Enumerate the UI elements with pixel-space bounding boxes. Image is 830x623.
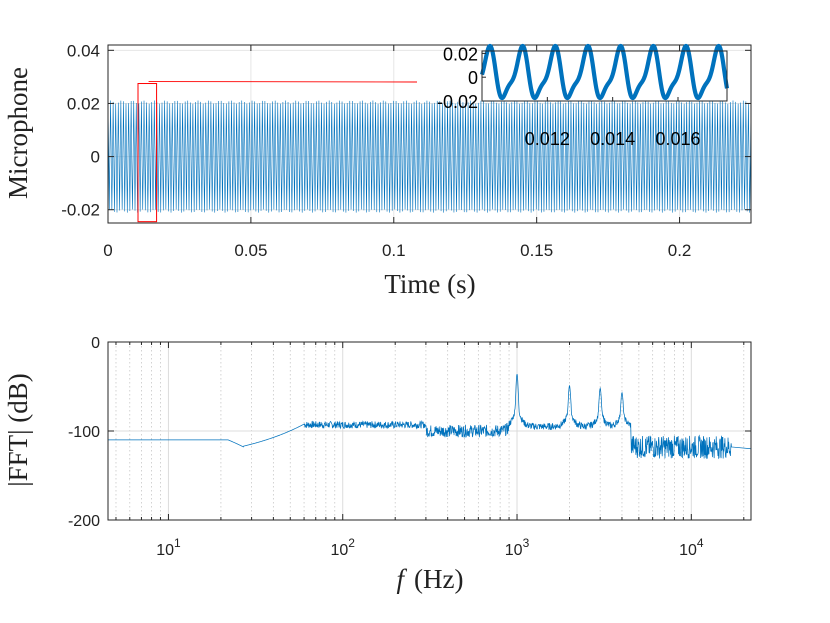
top-axes-box [107, 44, 752, 224]
inset-plot: 0.012 0.014 0.016 -0.02 0 0.02 [437, 43, 730, 149]
top-x-axis-label: Time (s) [384, 269, 475, 299]
bottom-x-axis-var: f [397, 564, 408, 594]
top-x-tick-label: 0.05 [234, 241, 267, 260]
bottom-x-tick-label: 103 [505, 536, 530, 559]
inset-x-tick-label: 0.016 [655, 129, 700, 149]
inset-signal-line [479, 43, 730, 101]
inset-y-tick-label: 0 [468, 68, 478, 88]
top-x-tick-label: 0.2 [668, 241, 692, 260]
microphone-signal-line [107, 100, 752, 213]
top-x-tick-label: 0 [103, 241, 112, 260]
inset-x-tick-label: 0.012 [525, 129, 570, 149]
inset-y-tick-label: -0.02 [437, 92, 478, 112]
inset-axes-box [481, 50, 728, 102]
top-y-tick-label: 0 [91, 148, 100, 167]
top-y-tick-label: 0.02 [67, 94, 100, 113]
inset-y-tick-label: 0.02 [443, 44, 478, 64]
inset-y-ticks: -0.02 0 0.02 [437, 44, 486, 112]
bottom-x-tick-label: 102 [330, 536, 355, 559]
bottom-y-tick-label: 0 [91, 335, 100, 352]
top-y-axis-label: Microphone [3, 67, 33, 199]
top-y-tick-label: 0.04 [67, 41, 100, 60]
inset-x-tick-label: 0.014 [590, 129, 635, 149]
bottom-y-tick-label: -100 [68, 424, 100, 441]
bottom-y-axis-label: |FFT| (dB) [3, 373, 33, 487]
zoom-region-box [137, 83, 158, 223]
bottom-y-ticks: -200 -100 0 [68, 335, 751, 530]
top-x-tick-label: 0.15 [520, 241, 553, 260]
bottom-x-axis-unit: (Hz) [414, 564, 463, 594]
fft-spectrum-line [108, 373, 752, 460]
top-y-ticks: -0.02 0 0.02 0.04 [61, 41, 751, 220]
bottom-x-tick-label: 104 [679, 536, 704, 559]
bottom-x-axis-label: f (Hz) [397, 564, 464, 594]
inset-x-ticks: 0.012 0.014 0.016 [525, 97, 701, 149]
bottom-y-tick-label: -200 [68, 513, 100, 530]
bottom-x-ticks: 101 102 103 104 [115, 342, 745, 559]
top-x-ticks: 0 0.05 0.1 0.15 0.2 [103, 45, 691, 260]
top-x-tick-label: 0.1 [382, 241, 406, 260]
top-y-tick-label: -0.02 [61, 201, 100, 220]
bottom-x-tick-label: 101 [156, 536, 181, 559]
fft-plot: 101 102 103 104 -200 -100 0 f (Hz) |FFT| (dB) [3, 335, 752, 594]
